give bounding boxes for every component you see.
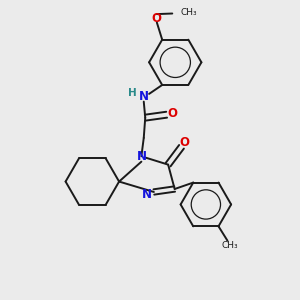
Text: H: H [128, 88, 137, 98]
Text: N: N [139, 90, 149, 103]
Text: N: N [142, 188, 152, 201]
Text: O: O [179, 136, 190, 149]
Text: CH₃: CH₃ [180, 8, 196, 17]
Text: O: O [152, 12, 162, 25]
Text: CH₃: CH₃ [221, 241, 238, 250]
Text: N: N [137, 150, 147, 164]
Text: O: O [167, 107, 177, 120]
